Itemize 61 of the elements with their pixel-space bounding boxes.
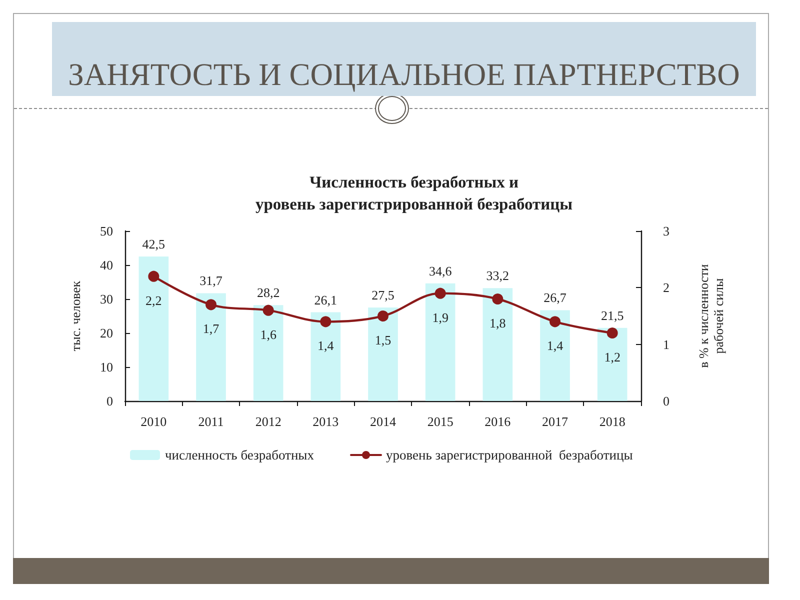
chart-title: ЗАНЯТОСТЬ И СОЦИАЛЬНОЕ ПАРТНЕРСТВО [67, 57, 741, 92]
data-label: 1,4 [546, 338, 564, 354]
data-label: 21,5 [600, 308, 624, 323]
x-tick-label: 2016 [484, 414, 512, 429]
data-label: 42,5 [142, 236, 166, 252]
point [148, 270, 160, 282]
point [492, 294, 504, 304]
data-label: 33,2 [486, 268, 510, 284]
legend-label: уровень зарегистрированной безработицы [386, 448, 633, 462]
point [550, 316, 560, 328]
x-tick-label: 2015 [427, 414, 454, 429]
data-label: 27,5 [372, 288, 394, 302]
chart-subtitle: Численность безработных и уровень зарегистрированной безработицы [255, 172, 573, 214]
point [434, 288, 446, 299]
data-label: 26,1 [314, 292, 338, 308]
bar [196, 293, 226, 401]
point [206, 299, 216, 310]
bar [253, 305, 284, 401]
bar [310, 312, 341, 401]
bar [597, 328, 628, 401]
y-tick-label: 0 [106, 394, 113, 408]
bar [425, 283, 456, 401]
point [606, 328, 618, 338]
data-label: 1,4 [318, 338, 334, 354]
data-label: 1,5 [374, 332, 392, 348]
point [378, 310, 388, 322]
y2-tick-label: 3 [663, 224, 670, 238]
data-label: 2,2 [146, 292, 162, 308]
data-label: 34,6 [428, 263, 452, 278]
y-tick-label: 20 [100, 326, 113, 340]
point [262, 304, 274, 316]
x-tick-label: 2010 [140, 414, 167, 429]
legend-label: численность безработных [165, 448, 314, 462]
y-tick-label: 50 [100, 224, 113, 238]
data-label: 1,8 [490, 316, 506, 330]
x-tick-label: 2018 [599, 414, 626, 429]
x-tick-label: 2017 [542, 414, 568, 429]
data-label: 26,7 [544, 290, 567, 306]
y2-axis-title: в % к численности рабочей силы [696, 264, 726, 368]
point [320, 316, 332, 328]
data-label: 1,9 [432, 310, 448, 325]
bar [540, 310, 570, 401]
y2-tick-label: 0 [663, 394, 670, 408]
data-label: 1,6 [260, 326, 277, 342]
bar [482, 288, 513, 401]
x-tick-label: 2014 [370, 414, 396, 429]
data-label: 31,7 [200, 273, 223, 288]
bar [368, 308, 398, 401]
y-tick-label: 10 [100, 360, 113, 374]
x-tick-label: 2012 [255, 414, 282, 429]
data-label: 1,2 [604, 350, 620, 364]
data-label: 1,7 [202, 321, 220, 336]
y-axis-title: тыс. человек [68, 280, 83, 352]
y2-tick-label: 2 [663, 280, 670, 296]
x-tick-label: 2013 [312, 414, 339, 429]
y-tick-label: 40 [100, 258, 113, 272]
bar [138, 256, 169, 401]
y2-tick-label: 1 [663, 336, 670, 352]
y-tick-label: 30 [100, 292, 113, 306]
x-tick-label: 2011 [198, 414, 224, 429]
data-label: 28,2 [256, 285, 280, 300]
